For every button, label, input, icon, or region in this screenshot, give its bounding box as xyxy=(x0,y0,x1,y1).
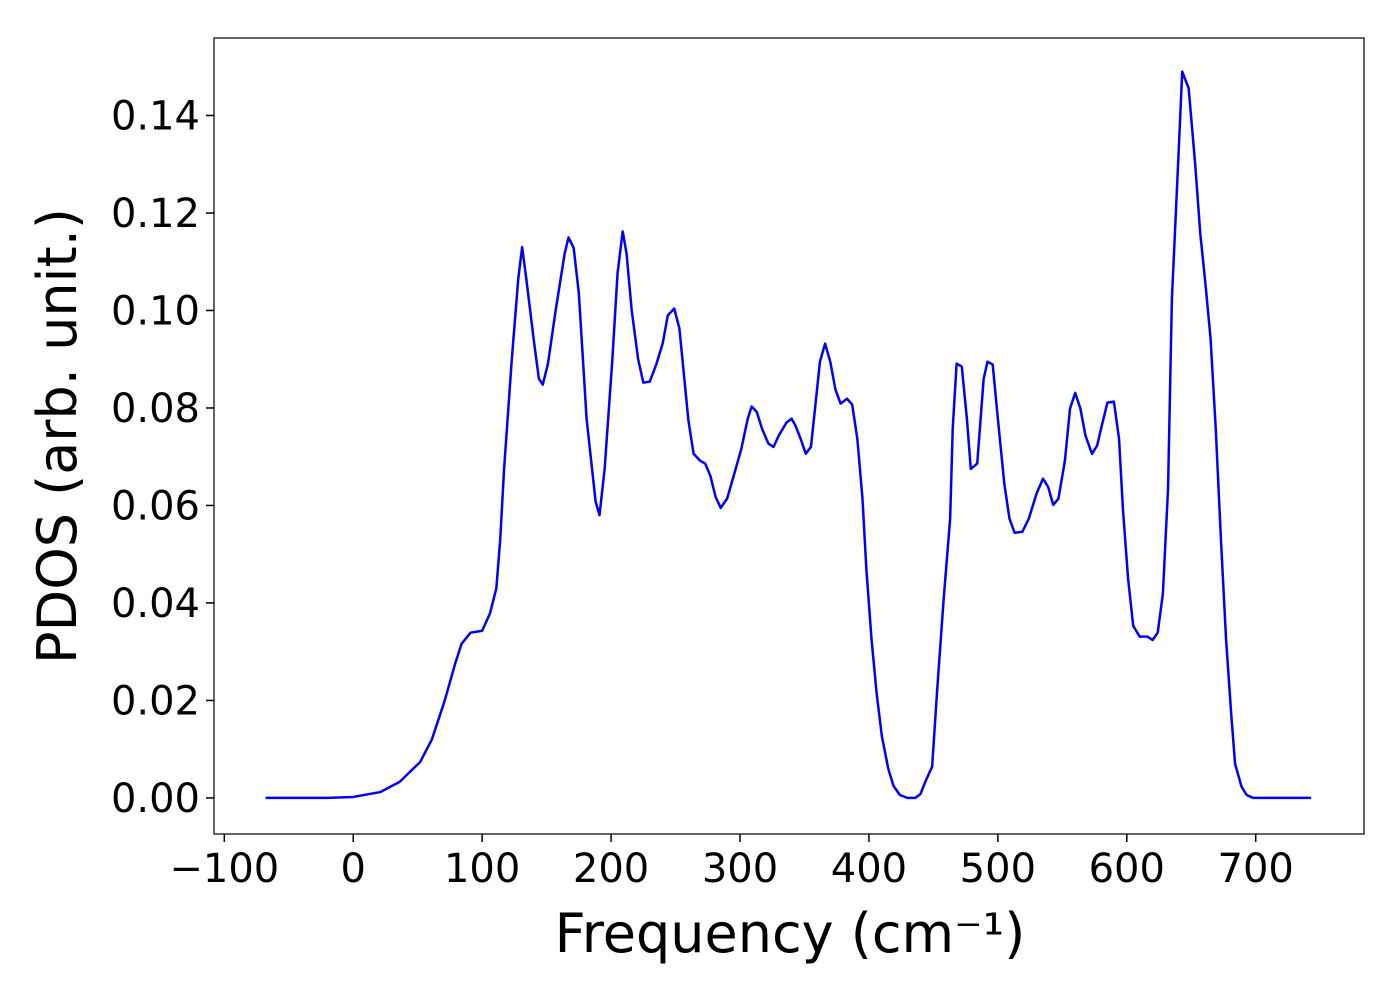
y-tick-label: 0.12 xyxy=(111,191,200,237)
x-tick-label: 0 xyxy=(341,846,366,892)
y-tick-label: 0.08 xyxy=(111,386,200,432)
x-axis-label: Frequency (cm⁻¹) xyxy=(555,902,1026,965)
y-axis-label: PDOS (arb. unit.) xyxy=(26,208,89,664)
y-tick-label: 0.06 xyxy=(111,483,200,529)
x-tick-label: 200 xyxy=(573,846,649,892)
y-tick-label: 0.04 xyxy=(111,581,200,627)
pdos-line xyxy=(265,70,1312,800)
x-tick-label: 700 xyxy=(1218,846,1294,892)
y-tick-label: 0.00 xyxy=(111,776,200,822)
x-tick-label: 400 xyxy=(831,846,907,892)
x-tick-label: 500 xyxy=(960,846,1036,892)
x-tick-label: 300 xyxy=(702,846,778,892)
y-tick-label: 0.10 xyxy=(111,288,200,334)
x-tick-label: 600 xyxy=(1089,846,1165,892)
plot-frame xyxy=(213,37,1365,835)
y-tick-label: 0.14 xyxy=(111,94,200,140)
y-tick-label: 0.02 xyxy=(111,678,200,724)
x-tick-label: −100 xyxy=(169,846,279,892)
x-tick-label: 100 xyxy=(444,846,520,892)
